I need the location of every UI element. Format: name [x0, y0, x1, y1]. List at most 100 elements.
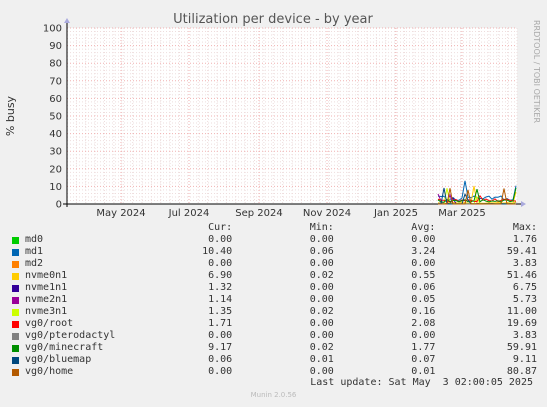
legend-min: 0.00: [309, 294, 334, 305]
col-cur: Cur:: [208, 222, 233, 233]
x-axis: May 2024 Jul 2024 Sep 2024 Nov 2024 Jan 2025…: [96, 208, 485, 219]
legend-avg: 0.55: [411, 270, 436, 281]
legend-row: vg0/home 0.00 0.00 0.01 80.87: [12, 366, 537, 378]
legend-avg: 0.01: [411, 366, 436, 377]
y-tick-label: 70: [49, 76, 62, 87]
legend-min: 0.00: [309, 258, 334, 269]
legend-row: md2 0.00 0.00 0.00 3.83: [12, 258, 537, 270]
y-tick-label: 30: [49, 147, 62, 158]
legend-row: vg0/bluemap 0.06 0.01 0.07 9.11: [12, 354, 537, 366]
legend-cur: 0.00: [208, 234, 233, 245]
y-tick-label: 10: [49, 182, 62, 193]
legend-max: 59.41: [506, 246, 537, 257]
legend-avg: 0.06: [411, 282, 436, 293]
legend-min: 0.02: [309, 306, 334, 317]
legend: Cur: Min: Avg: Max: md0 0.00 0.00 0.00 1.76 m…: [12, 222, 537, 378]
legend-max: 5.73: [512, 294, 537, 305]
col-avg: Avg:: [411, 222, 436, 233]
legend-min: 0.00: [309, 234, 334, 245]
legend-avg: 0.16: [411, 306, 436, 317]
legend-name: vg0/pterodactyl: [25, 330, 116, 341]
legend-name: nvme1n1: [25, 282, 68, 293]
legend-swatch: [12, 260, 19, 268]
legend-min: 0.02: [309, 342, 334, 353]
legend-row: vg0/root 1.71 0.00 2.08 19.69: [12, 318, 537, 330]
legend-max: 11.00: [506, 306, 537, 317]
legend-cur: 0.06: [208, 354, 233, 365]
legend-row: vg0/minecraft 9.17 0.02 1.77 59.91: [12, 342, 537, 354]
legend-cur: 9.17: [208, 342, 233, 353]
legend-cur: 1.32: [208, 282, 233, 293]
series-line-vg0-minecraft: [437, 187, 517, 203]
munin-version: Munin 2.0.56: [250, 391, 297, 399]
legend-swatch: [12, 344, 19, 352]
legend-name: vg0/minecraft: [25, 342, 104, 353]
legend-name: md2: [25, 258, 44, 269]
legend-max: 3.83: [512, 258, 537, 269]
legend-row: md1 10.40 0.06 3.24 59.41: [12, 246, 537, 258]
legend-cur: 1.14: [208, 294, 233, 305]
y-tick-label: 0: [56, 200, 62, 211]
x-tick-label: Sep 2024: [235, 208, 282, 219]
legend-cur: 10.40: [202, 246, 233, 257]
legend-cur: 1.71: [208, 318, 233, 329]
legend-swatch: [12, 368, 19, 376]
legend-max: 9.11: [512, 354, 537, 365]
col-min: Min:: [309, 222, 334, 233]
legend-avg: 1.77: [411, 342, 436, 353]
legend-cur: 0.00: [208, 330, 233, 341]
legend-name: nvme2n1: [25, 294, 68, 305]
legend-min: 0.00: [309, 318, 334, 329]
legend-min: 0.02: [309, 270, 334, 281]
legend-swatch: [12, 284, 19, 292]
legend-max: 59.91: [506, 342, 537, 353]
legend-min: 0.00: [309, 366, 334, 377]
legend-swatch: [12, 308, 19, 316]
legend-row: vg0/pterodactyl 0.00 0.00 0.00 3.83: [12, 330, 537, 342]
legend-swatch: [12, 356, 19, 364]
legend-swatch: [12, 272, 19, 280]
legend-swatch: [12, 320, 19, 328]
legend-min: 0.00: [309, 282, 334, 293]
legend-min: 0.00: [309, 330, 334, 341]
x-tick-label: Mar 2025: [438, 208, 486, 219]
legend-avg: 0.00: [411, 258, 436, 269]
x-tick-label: Jul 2024: [168, 208, 210, 219]
series-lines: [437, 180, 517, 205]
y-tick-label: 80: [49, 59, 62, 70]
legend-max: 51.46: [506, 270, 537, 281]
legend-name: nvme0n1: [25, 270, 68, 281]
legend-avg: 0.05: [411, 294, 436, 305]
y-tick-label: 100: [43, 24, 62, 35]
legend-max: 1.76: [512, 234, 537, 245]
legend-max: 80.87: [506, 366, 537, 377]
legend-cur: 6.90: [208, 270, 233, 281]
legend-max: 3.83: [512, 330, 537, 341]
legend-swatch: [12, 236, 19, 244]
legend-name: vg0/bluemap: [25, 354, 92, 365]
legend-name: vg0/root: [25, 318, 74, 329]
legend-row: nvme1n1 1.32 0.00 0.06 6.75: [12, 282, 537, 294]
legend-max: 6.75: [512, 282, 537, 293]
y-tick-label: 40: [49, 129, 62, 140]
col-max: Max:: [512, 222, 537, 233]
legend-row: nvme2n1 1.14 0.00 0.05 5.73: [12, 294, 537, 306]
legend-swatch: [12, 248, 19, 256]
legend-row: nvme0n1 6.90 0.02 0.55 51.46: [12, 270, 537, 282]
legend-header: Cur: Min: Avg: Max:: [12, 222, 537, 234]
legend-name: md1: [25, 246, 44, 257]
x-axis-arrow: [521, 201, 526, 207]
y-tick-label: 90: [49, 41, 62, 52]
y-axis-label: % busy: [4, 95, 17, 136]
legend-avg: 3.24: [411, 246, 436, 257]
y-tick-label: 20: [49, 164, 62, 175]
legend-swatch: [12, 296, 19, 304]
chart-title: Utilization per device - by year: [173, 12, 373, 27]
y-axis-arrow: [64, 18, 70, 23]
legend-row: nvme3n1 1.35 0.02 0.16 11.00: [12, 306, 537, 318]
last-update: Last update: Sat May 3 02:00:05 2025: [310, 377, 533, 388]
legend-cur: 1.35: [208, 306, 233, 317]
legend-avg: 0.00: [411, 330, 436, 341]
legend-name: md0: [25, 234, 44, 245]
legend-cur: 0.00: [208, 258, 233, 269]
